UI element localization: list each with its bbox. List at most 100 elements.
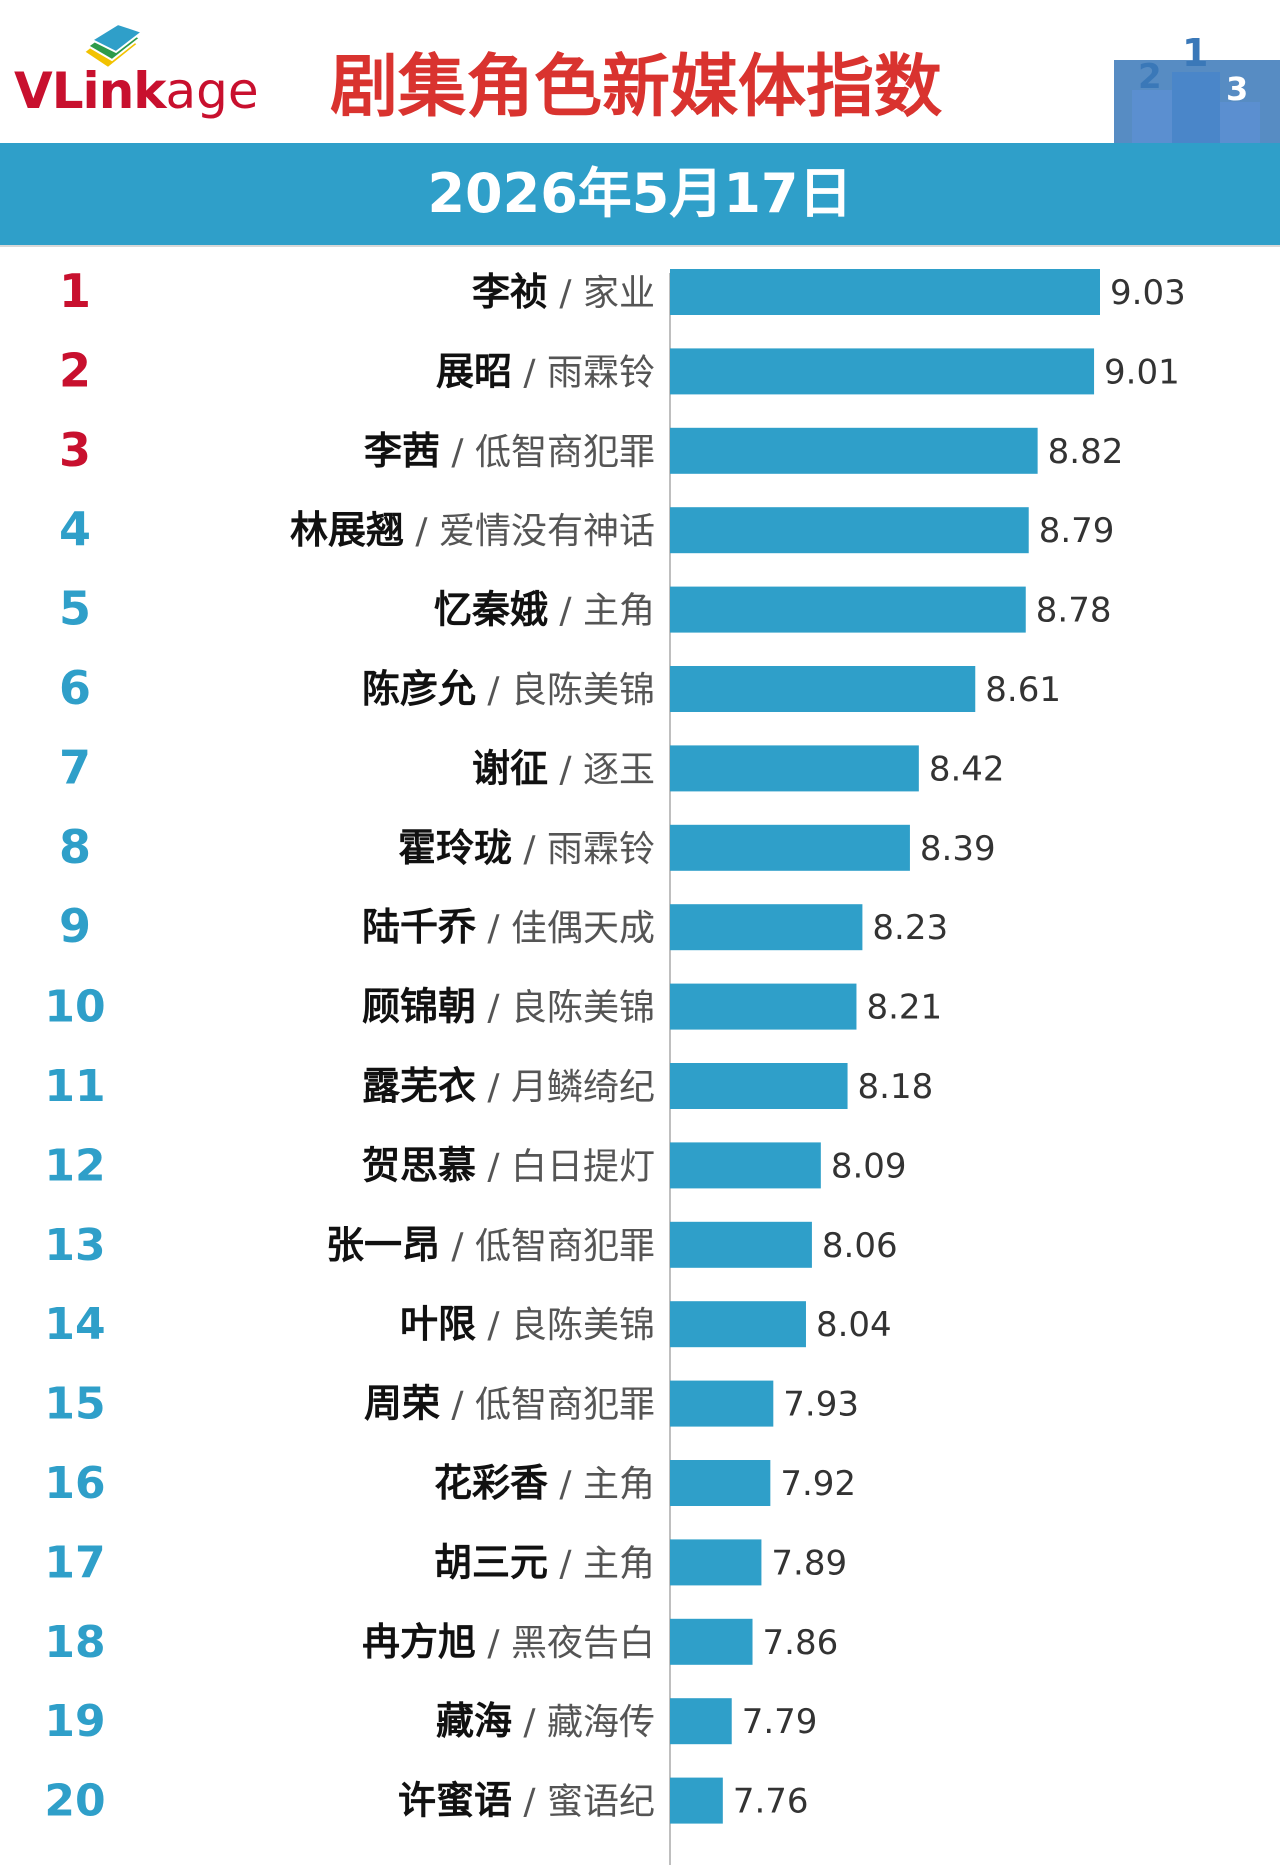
bar — [670, 666, 976, 712]
category-label: 许蜜语 / 蜜语纪 — [398, 1779, 655, 1823]
rank-label: 3 — [59, 423, 91, 477]
drama-name: 月鳞绮纪 — [511, 1067, 655, 1108]
character-name: 顾锦朝 — [362, 985, 476, 1029]
label-separator: / — [512, 829, 547, 870]
drama-name: 主角 — [583, 1464, 655, 1505]
drama-name: 爱情没有神话 — [439, 511, 655, 552]
rank-label: 8 — [59, 820, 91, 874]
label-separator: / — [548, 1543, 583, 1584]
drama-name: 家业 — [583, 273, 655, 314]
drama-name: 雨霖铃 — [547, 352, 655, 393]
value-label: 7.79 — [742, 1702, 818, 1742]
bar-row: 6 陈彦允 / 良陈美锦 8.61 — [59, 661, 1061, 715]
rank-label: 15 — [44, 1379, 105, 1430]
drama-name: 良陈美锦 — [511, 670, 655, 711]
rank-label: 10 — [44, 982, 105, 1033]
drama-name: 良陈美锦 — [511, 988, 655, 1029]
date-banner: 2026年5月17日 — [0, 143, 1280, 245]
bar — [670, 983, 857, 1030]
category-label: 贺思慕 / 白日提灯 — [362, 1143, 655, 1187]
bar-row: 17 胡三元 / 主角 7.89 — [44, 1537, 847, 1588]
character-name: 叶限 — [400, 1302, 476, 1346]
bar — [670, 1460, 771, 1506]
bar-row: 10 顾锦朝 / 良陈美锦 8.21 — [44, 982, 942, 1033]
category-label: 霍玲珑 / 雨霖铃 — [398, 826, 655, 870]
value-label: 8.82 — [1048, 432, 1124, 472]
bar-row: 7 谢征 / 逐玉 8.42 — [59, 740, 1005, 794]
podium-label-2: 2 — [1138, 57, 1162, 97]
rank-label: 1 — [59, 264, 91, 318]
rank-label: 4 — [59, 502, 91, 556]
character-name: 陈彦允 — [362, 667, 476, 711]
bar-row: 1 李祯 / 家业 9.03 — [59, 264, 1186, 318]
drama-name: 逐玉 — [583, 749, 655, 790]
bar-row: 14 叶限 / 良陈美锦 8.04 — [44, 1299, 891, 1350]
podium-icon: 2 1 3 — [1114, 31, 1280, 143]
bar — [670, 1698, 732, 1745]
value-label: 8.06 — [822, 1226, 898, 1266]
character-name: 谢征 — [472, 746, 548, 790]
category-label: 陆千乔 / 佳偶天成 — [362, 905, 655, 949]
label-separator: / — [512, 352, 547, 393]
rank-label: 19 — [44, 1696, 105, 1747]
value-label: 8.78 — [1036, 591, 1112, 631]
character-name: 胡三元 — [434, 1540, 548, 1584]
label-separator: / — [440, 1385, 475, 1426]
rank-label: 14 — [44, 1299, 105, 1350]
bar — [670, 269, 1100, 315]
bar — [670, 1380, 774, 1427]
category-label: 胡三元 / 主角 — [434, 1540, 655, 1584]
character-name: 林展翘 — [290, 508, 404, 552]
value-label: 8.79 — [1039, 511, 1115, 551]
bar-row: 5 忆秦娥 / 主角 8.78 — [59, 582, 1111, 636]
label-separator: / — [512, 1702, 547, 1743]
date-text: 2026年5月17日 — [427, 162, 853, 225]
drama-name: 低智商犯罪 — [475, 432, 655, 473]
category-label: 陈彦允 / 良陈美锦 — [362, 667, 655, 711]
label-separator: / — [548, 591, 583, 632]
bar-row: 2 展昭 / 雨霖铃 9.01 — [59, 343, 1180, 397]
drama-name: 蜜语纪 — [547, 1782, 655, 1823]
label-separator: / — [548, 273, 583, 314]
vlinkage-logo: VLinkage — [14, 22, 284, 122]
rank-label: 9 — [59, 899, 91, 953]
podium-label-1: 1 — [1182, 31, 1208, 75]
bar — [670, 1221, 812, 1268]
bar-row: 12 贺思慕 / 白日提灯 8.09 — [44, 1140, 906, 1191]
label-separator: / — [476, 1146, 511, 1187]
label-separator: / — [440, 1226, 475, 1267]
bar — [670, 348, 1095, 395]
drama-name: 低智商犯罪 — [475, 1385, 655, 1426]
character-name: 张一昂 — [326, 1223, 440, 1267]
podium-label-3: 3 — [1226, 70, 1248, 108]
drama-name: 藏海传 — [547, 1702, 655, 1743]
bar-row: 20 许蜜语 / 蜜语纪 7.76 — [44, 1776, 808, 1827]
label-separator: / — [548, 1464, 583, 1505]
rank-label: 18 — [44, 1617, 105, 1668]
drama-name: 主角 — [583, 1543, 655, 1584]
category-label: 张一昂 / 低智商犯罪 — [326, 1223, 655, 1267]
rank-label: 11 — [44, 1061, 105, 1112]
character-name: 贺思慕 — [362, 1143, 476, 1187]
bar — [670, 586, 1026, 633]
value-label: 8.09 — [831, 1146, 907, 1186]
character-name: 周荣 — [364, 1382, 440, 1426]
label-separator: / — [404, 511, 439, 552]
header-divider — [0, 245, 1280, 247]
drama-name: 雨霖铃 — [547, 829, 655, 870]
character-name: 花彩香 — [434, 1461, 548, 1505]
bar — [670, 1777, 723, 1824]
rank-label: 2 — [59, 343, 91, 397]
character-name: 忆秦娥 — [434, 588, 548, 632]
label-separator: / — [476, 1623, 511, 1664]
value-label: 7.89 — [771, 1543, 847, 1583]
bar-row: 16 花彩香 / 主角 7.92 — [44, 1458, 856, 1509]
value-label: 8.21 — [866, 988, 942, 1028]
category-label: 谢征 / 逐玉 — [472, 746, 655, 790]
rank-label: 6 — [59, 661, 91, 715]
value-label: 8.23 — [872, 908, 948, 948]
bar — [670, 824, 910, 871]
page-title: 剧集角色新媒体指数 — [330, 48, 943, 127]
value-label: 7.92 — [780, 1464, 856, 1504]
rank-label: 17 — [44, 1537, 105, 1588]
